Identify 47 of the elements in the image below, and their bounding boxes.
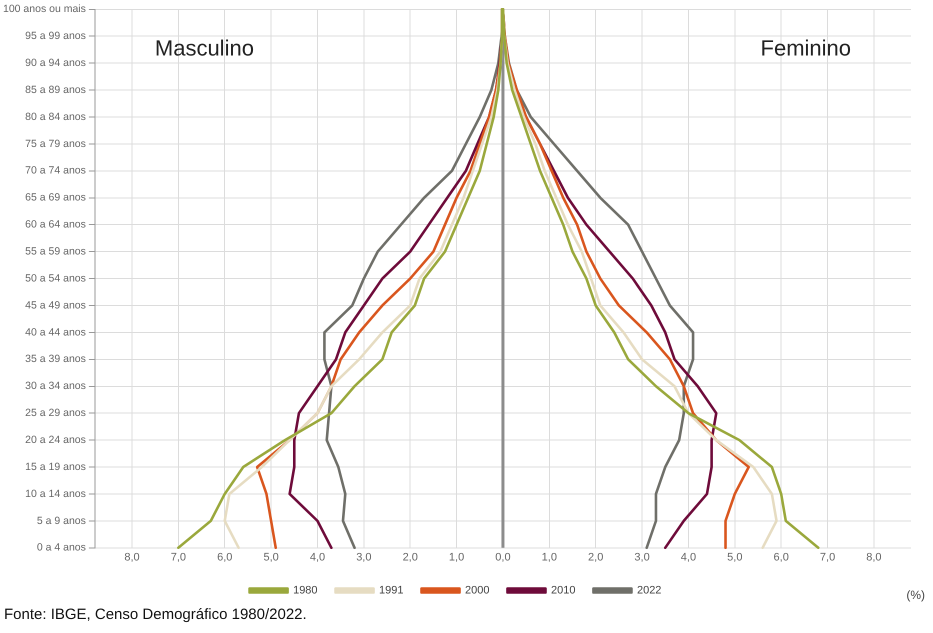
y-tick-label: 10 a 14 anos bbox=[25, 488, 86, 500]
x-tick-label: 7,0 bbox=[820, 551, 836, 564]
y-tick-label: 55 a 59 anos bbox=[25, 246, 86, 258]
x-tick-label: 5,0 bbox=[727, 551, 742, 564]
y-tick-label: 80 a 84 anos bbox=[25, 110, 86, 123]
legend-label: 2010 bbox=[550, 584, 576, 597]
source-note: Fonte: IBGE, Censo Demográfico 1980/2022. bbox=[3, 606, 308, 623]
y-tick-label: 40 a 44 anos bbox=[25, 326, 86, 338]
annotation: Masculino bbox=[154, 35, 254, 60]
legend-label: 1991 bbox=[379, 584, 404, 597]
y-tick-label: 20 a 24 anos bbox=[25, 434, 86, 446]
y-tick-label: 50 a 54 anos bbox=[25, 272, 86, 284]
x-tick-label: 7,0 bbox=[170, 551, 186, 564]
x-tick-label: 3,0 bbox=[356, 551, 372, 564]
x-tick-label: 4,0 bbox=[310, 551, 326, 564]
x-tick-label: 2,0 bbox=[402, 551, 418, 564]
x-tick-label: 8,0 bbox=[124, 551, 140, 564]
x-tick-label: 6,0 bbox=[774, 551, 789, 564]
x-tick-label: 5,0 bbox=[263, 551, 279, 564]
y-tick-label: 85 a 89 anos bbox=[25, 84, 86, 96]
y-tick-label: 30 a 34 anos bbox=[25, 380, 86, 392]
x-tick-label: 1,0 bbox=[448, 551, 464, 564]
y-tick-label: 45 a 49 anos bbox=[25, 299, 86, 312]
y-tick-label: 35 a 39 anos bbox=[25, 353, 86, 366]
annotation: Feminino bbox=[760, 35, 851, 60]
y-tick-label: 70 a 74 anos bbox=[25, 164, 86, 177]
x-tick-label: 8,0 bbox=[866, 551, 882, 564]
y-tick-label: 25 a 29 anos bbox=[25, 407, 86, 420]
y-tick-label: 0 a 4 anos bbox=[36, 542, 86, 554]
y-tick-label: 15 a 19 anos bbox=[25, 460, 86, 473]
x-tick-label: 1,0 bbox=[542, 551, 557, 564]
y-tick-label: 75 a 79 anos bbox=[25, 138, 86, 150]
y-tick-label: 95 a 99 anos bbox=[25, 30, 86, 42]
x-axis-title: (%) bbox=[906, 588, 925, 602]
legend-label: 1980 bbox=[293, 584, 318, 597]
x-tick-label: 4,0 bbox=[680, 551, 696, 564]
y-tick-label: 60 a 64 anos bbox=[25, 218, 86, 231]
legend-label: 2000 bbox=[465, 584, 490, 597]
x-tick-label: 3,0 bbox=[634, 551, 650, 564]
y-tick-label: 100 anos ou mais bbox=[2, 3, 86, 16]
legend-label: 2022 bbox=[636, 584, 662, 597]
y-tick-label: 90 a 94 anos bbox=[25, 57, 86, 70]
y-tick-label: 65 a 69 anos bbox=[25, 192, 86, 204]
x-tick-label: 2,0 bbox=[588, 551, 604, 564]
x-tick-label: 0,0 bbox=[495, 551, 511, 564]
x-tick-label: 6,0 bbox=[217, 551, 232, 564]
y-tick-label: 5 a 9 anos bbox=[36, 514, 86, 527]
